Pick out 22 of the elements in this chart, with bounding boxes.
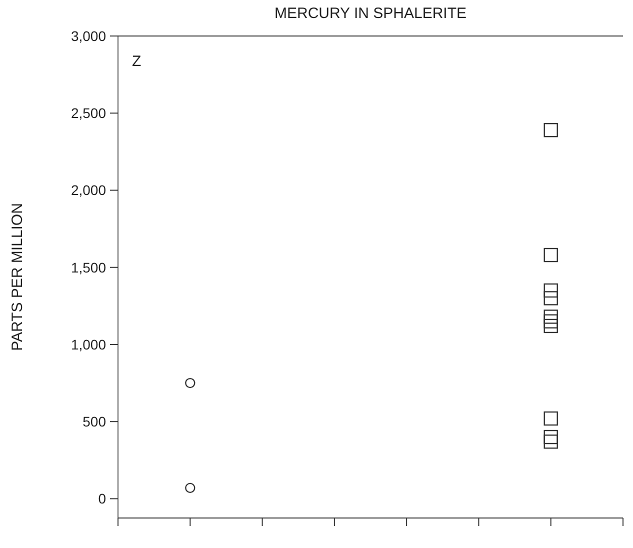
y-tick-label: 2,000 — [70, 182, 106, 198]
y-tick-label: 1,500 — [70, 259, 106, 276]
y-tick-label: 3,000 — [70, 28, 106, 44]
point — [544, 310, 558, 324]
point — [544, 411, 558, 426]
point — [544, 291, 558, 306]
point — [544, 248, 558, 262]
point — [185, 482, 196, 494]
point — [544, 314, 558, 328]
y-tick-label: 2,500 — [70, 105, 106, 122]
point — [544, 430, 558, 444]
point — [185, 378, 196, 388]
y-tick-label: 0 — [98, 490, 106, 507]
point — [544, 122, 558, 138]
y-tick-label: 500 — [82, 414, 106, 430]
chart-title: MERCURY IN SPHALERITE — [274, 5, 466, 22]
point — [544, 283, 558, 298]
y-tick-label: 1,000 — [70, 336, 106, 352]
annotation: Z — [132, 53, 142, 70]
y-axis-title: PARTS PER MILLION — [9, 203, 26, 351]
point — [544, 434, 558, 449]
point — [544, 318, 558, 334]
